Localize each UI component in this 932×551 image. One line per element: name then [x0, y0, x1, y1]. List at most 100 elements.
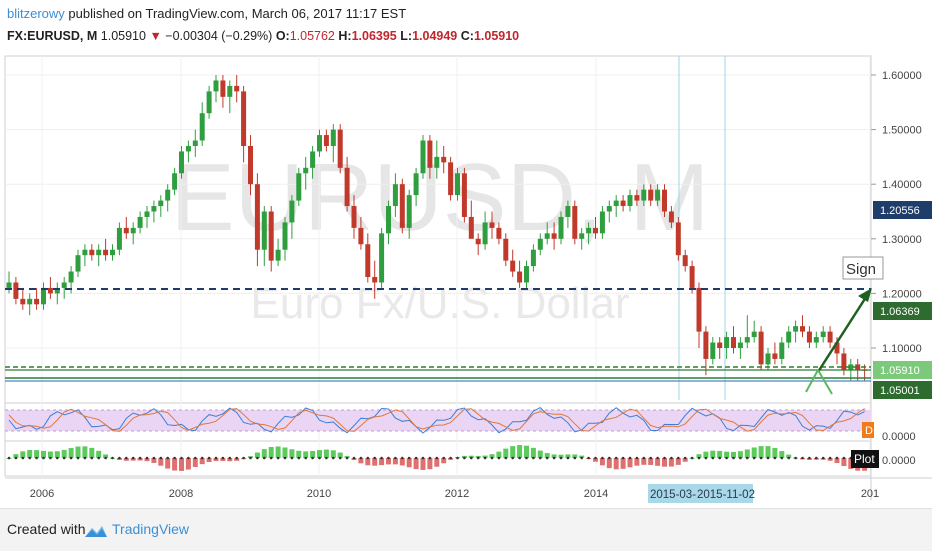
hist-bar	[627, 458, 633, 468]
candle-body	[489, 222, 495, 228]
hist-bar	[337, 452, 343, 458]
chart-area[interactable]: EURUSD, M Euro Fx/U.S. Dollar 1.60000 1.5…	[0, 50, 932, 508]
candle-body	[13, 282, 19, 299]
projection-arrow[interactable]	[816, 293, 870, 373]
candle-body	[399, 184, 405, 228]
hist-zero-dot	[69, 456, 73, 460]
green-level-badge	[873, 302, 932, 320]
hist-bar	[372, 458, 378, 466]
hist-bar	[827, 458, 833, 461]
candle-body	[379, 233, 385, 283]
hist-badge-text: Plot	[854, 452, 875, 466]
hist-bar	[413, 458, 419, 470]
hist-zero-dot	[746, 456, 749, 460]
candle-body	[165, 189, 171, 201]
candle-body	[254, 184, 260, 250]
hist-bar	[751, 447, 757, 458]
support-badge-text: 1.05001	[880, 385, 920, 397]
hist-zero-dot	[552, 456, 556, 460]
candle-body	[668, 211, 674, 223]
candle-body	[192, 140, 198, 146]
hist-zero-dot	[566, 456, 570, 460]
candle-body	[68, 271, 74, 283]
candle-body	[172, 173, 178, 190]
hist-zero-dot	[704, 456, 708, 460]
tradingview-brand[interactable]: TradingView	[112, 521, 190, 537]
hist-zero-dot	[28, 456, 32, 460]
hist-zero-dot	[449, 456, 452, 460]
hist-zero-dot	[111, 456, 114, 460]
hist-zero-dot	[104, 456, 107, 460]
hist-zero-dot	[739, 456, 742, 460]
hist-zero-dot	[304, 456, 308, 460]
candle-body	[303, 167, 309, 174]
hist-badge[interactable]	[851, 450, 879, 468]
candle-body	[261, 211, 267, 250]
hist-bar	[386, 458, 391, 465]
hist-zero-dot	[752, 456, 756, 460]
hist-bar	[599, 458, 605, 466]
candle-body	[779, 342, 785, 359]
hist-zero-dot	[835, 456, 839, 460]
osc-badge[interactable]	[862, 422, 874, 438]
hist-bar	[213, 458, 219, 461]
candle-body	[448, 162, 454, 196]
hist-zero-dot	[345, 456, 349, 460]
hist-zero-dot	[580, 456, 583, 460]
hist-zero-dot	[394, 456, 397, 460]
candle-body	[558, 216, 564, 239]
hist-bar	[620, 458, 626, 469]
hist-zero-dot	[62, 456, 66, 460]
hist-zero-dot	[187, 456, 190, 460]
candle-body	[765, 353, 771, 365]
hist-zero-dot	[373, 456, 377, 460]
hist-bar	[406, 458, 412, 468]
hist-zero-dot	[573, 456, 577, 460]
osc-zero-label: 0.0000	[882, 431, 916, 443]
author-link[interactable]: blitzerowy	[7, 6, 65, 21]
candle-body	[144, 211, 150, 217]
hist-bar	[96, 450, 102, 458]
low-label: L:	[400, 29, 413, 43]
hist-zero-dot	[173, 456, 176, 460]
hist-zero-dot	[290, 456, 294, 460]
candle-body	[344, 167, 350, 207]
hist-zero-dot	[242, 456, 245, 460]
hist-bar	[199, 458, 205, 465]
candle-body	[744, 337, 750, 343]
candle-body	[351, 206, 357, 228]
hist-zero-dot	[821, 456, 825, 460]
time-tick-label: 2010	[307, 488, 331, 500]
hist-bar	[593, 458, 598, 462]
hist-zero-dot	[131, 456, 135, 460]
tradingview-logo-icon[interactable]	[84, 523, 108, 539]
hist-bar	[641, 458, 647, 465]
candle-body	[123, 227, 129, 234]
hist-zero-dot	[601, 456, 604, 460]
candle-body	[282, 222, 288, 250]
hist-bar	[268, 446, 274, 458]
green-level-badge-text: 1.06369	[880, 306, 920, 318]
hist-zero-dot	[207, 456, 211, 460]
hist-zero-dot	[159, 456, 163, 460]
hist-bar	[330, 450, 336, 458]
hist-bar	[572, 454, 578, 458]
hist-zero-dot	[773, 456, 777, 460]
candle-body	[206, 91, 212, 114]
hist-zero-dot	[463, 456, 466, 460]
hist-bar	[544, 453, 550, 458]
hist-bar	[744, 449, 750, 458]
candle-body	[848, 364, 854, 370]
candle-body	[606, 206, 612, 212]
candle-body	[103, 249, 109, 256]
candle-body	[579, 233, 585, 239]
sign-button[interactable]	[842, 256, 884, 280]
chart-svg[interactable]: EURUSD, M Euro Fx/U.S. Dollar 1.60000 1.5…	[0, 50, 932, 508]
candle-body	[392, 184, 398, 207]
hist-bar	[172, 458, 178, 471]
hist-zero-dot	[787, 456, 790, 460]
hist-bar	[34, 450, 40, 458]
candle-body	[213, 80, 219, 92]
candle-body	[689, 266, 695, 288]
price-tick-label: 1.40000	[882, 179, 922, 191]
